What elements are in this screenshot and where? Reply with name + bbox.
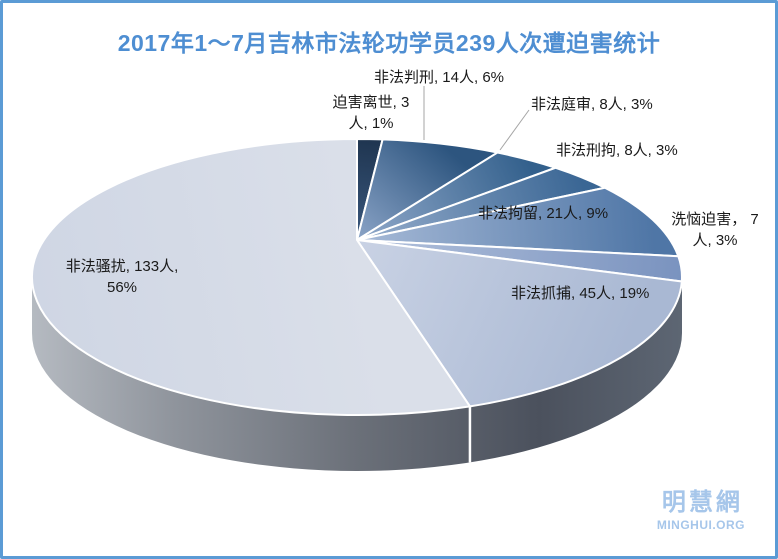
chart-title: 2017年1～7月吉林市法轮功学员239人次遭迫害统计 [117,30,661,56]
pie-side [32,277,682,471]
logo-chinese-text: 明慧網 [661,489,743,516]
logo-latin-text: MINGHUI.ORG [656,518,745,532]
pie-chart [31,86,683,471]
pie-slice [31,138,471,416]
pie-slice [356,239,683,408]
minghui-logo: 明慧網 MINGHUI.ORG [657,482,745,532]
pie-slice [356,186,680,258]
leader-line [499,109,530,151]
